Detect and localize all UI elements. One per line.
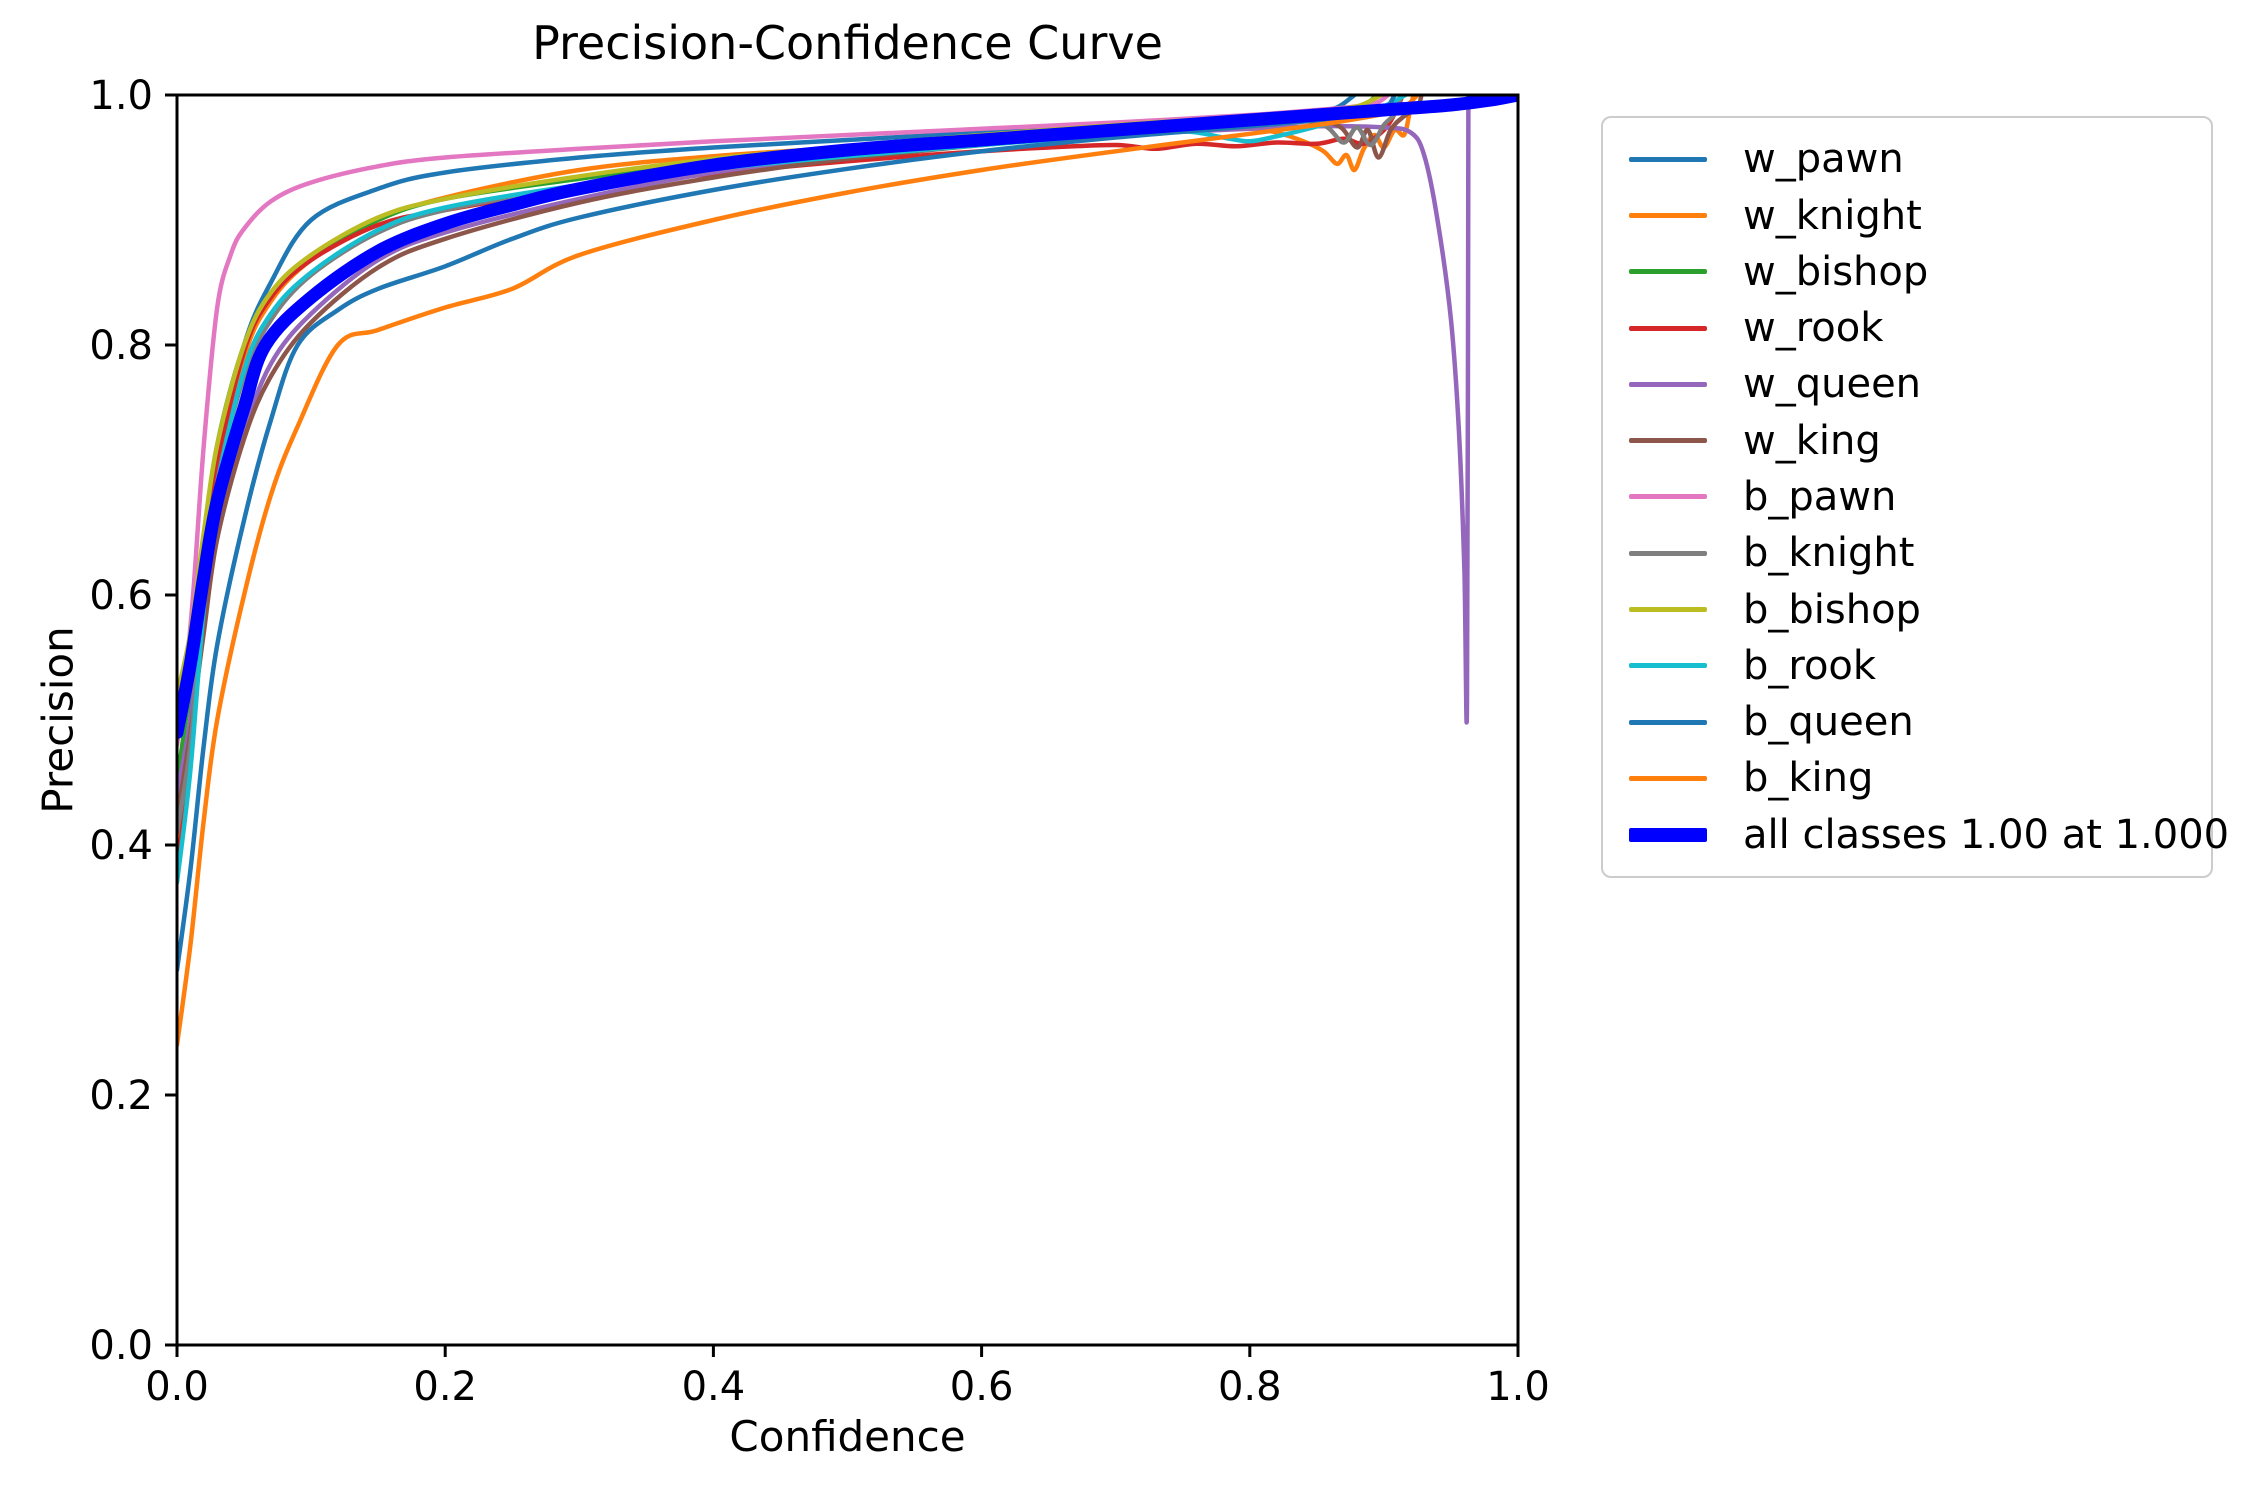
y-tick-label: 0.6 [89,573,153,619]
legend-item-all: all classes 1.00 at 1.000 [1603,812,2229,858]
legend-label: b_rook [1743,642,1877,689]
curve-w_queen [177,95,1471,798]
legend-label: w_knight [1743,192,1922,239]
legend-line-swatch [1629,607,1707,613]
curve-w_rook [177,95,1405,873]
legend-item-b_king: b_king [1603,755,2211,801]
legend-item-w_pawn: w_pawn [1603,136,2211,182]
legend-line-swatch [1629,827,1707,842]
y-tick-label: 0.2 [89,1073,153,1119]
legend-item-b_knight: b_knight [1603,530,2211,576]
legend-label: b_knight [1743,530,1915,577]
curve-all [177,95,1518,739]
legend-item-w_knight: w_knight [1603,193,2211,239]
curves-group [177,95,1518,1048]
x-tick-label: 0.4 [682,1364,746,1410]
chart-title: Precision-Confidence Curve [532,16,1163,70]
legend-label: b_king [1743,755,1874,802]
legend-line-swatch [1629,438,1707,444]
legend-label: b_bishop [1743,586,1921,633]
curve-w_knight [177,95,1416,848]
legend-item-w_king: w_king [1603,418,2211,464]
legend-label: w_rook [1743,305,1884,352]
legend-label: w_bishop [1743,248,1929,295]
x-tick-label: 1.0 [1486,1364,1550,1410]
legend-item-w_bishop: w_bishop [1603,249,2211,295]
legend-item-b_queen: b_queen [1603,699,2211,745]
curve-b_bishop [177,95,1384,698]
legend-line-swatch [1629,325,1707,331]
curve-b_pawn [177,95,1391,748]
legend-item-w_queen: w_queen [1603,361,2211,407]
legend-item-b_rook: b_rook [1603,643,2211,689]
legend-label: w_king [1743,417,1881,464]
legend-item-w_rook: w_rook [1603,305,2211,351]
y-tick-label: 1.0 [89,73,153,119]
legend-line-swatch [1629,156,1707,162]
y-tick-label: 0.4 [89,823,153,869]
legend-label: w_queen [1743,361,1922,408]
curve-b_king [177,95,1420,1048]
legend-label: w_pawn [1743,136,1904,183]
x-tick-label: 0.2 [413,1364,477,1410]
legend-line-swatch [1629,775,1707,781]
legend-label: b_pawn [1743,473,1897,520]
legend: w_pawn w_knight w_bishop w_rook w_queen w_kin… [1601,116,2229,878]
y-tick-label: 0.0 [89,1323,153,1369]
x-tick-label: 0.8 [1218,1364,1282,1410]
x-tick-label: 0.0 [145,1364,209,1410]
legend-item-b_pawn: b_pawn [1603,474,2211,520]
x-tick-label: 0.6 [950,1364,1014,1410]
legend-label: b_queen [1743,699,1914,746]
curve-w_pawn [177,95,1357,823]
x-axis-label: Confidence [729,1412,966,1461]
legend-item-b_bishop: b_bishop [1603,587,2211,633]
plot-area-border [175,93,1520,1347]
legend-line-swatch [1629,381,1707,387]
legend-line-swatch [1629,494,1707,500]
legend-label: all classes 1.00 at 1.000 [1743,811,2230,858]
legend-line-swatch [1629,550,1707,556]
curve-b_rook [177,95,1408,885]
y-tick-label: 0.8 [89,323,153,369]
legend-line-swatch [1629,213,1707,219]
legend-line-swatch [1629,663,1707,669]
y-axis-label: Precision [33,626,83,814]
legend-line-swatch [1629,719,1707,725]
legend-line-swatch [1629,269,1707,275]
